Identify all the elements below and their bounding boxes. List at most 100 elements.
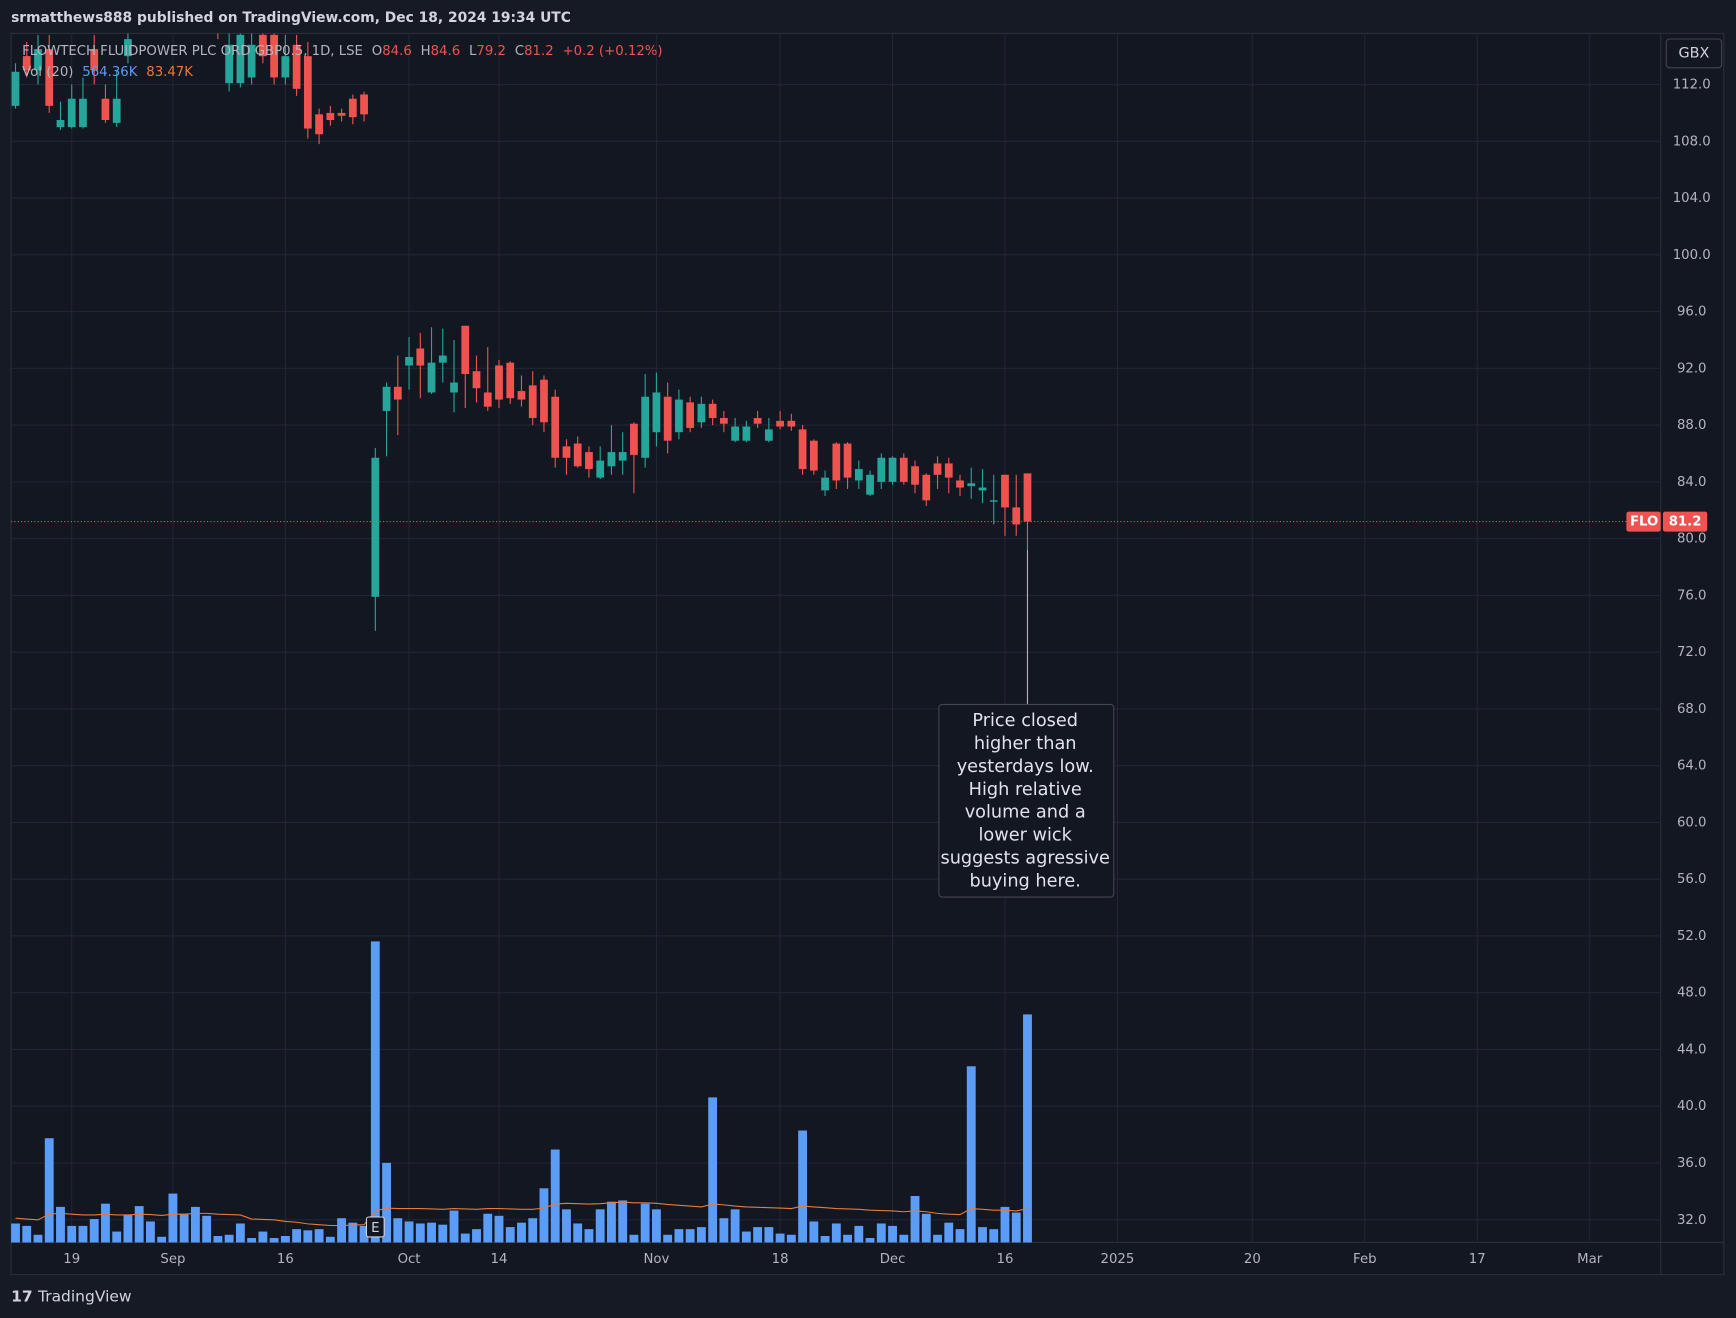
volume-bar	[978, 1227, 987, 1243]
candle-body	[247, 44, 256, 78]
volume-bar	[786, 1234, 796, 1243]
x-tick-label: 18	[772, 1252, 789, 1267]
volume-bar	[764, 1227, 774, 1243]
volume-bar	[460, 1233, 470, 1243]
candle-body	[495, 365, 503, 400]
volume-bar	[966, 1066, 976, 1243]
earnings-marker: E	[371, 1221, 379, 1236]
price-label: 81.2	[1669, 515, 1702, 530]
candle-body	[956, 480, 964, 488]
candle-body	[809, 440, 818, 471]
y-tick-label: 76.0	[1677, 588, 1707, 603]
volume-bar	[989, 1229, 999, 1243]
volume-bar	[775, 1233, 785, 1243]
candle-body	[663, 396, 672, 441]
x-tick-label: 20	[1244, 1252, 1261, 1267]
candle-body	[236, 34, 245, 84]
candle-body	[989, 500, 998, 502]
candle-body	[348, 98, 357, 118]
grid	[11, 33, 1661, 1243]
candle-body	[551, 396, 560, 458]
volume-name: Vol (20)	[22, 65, 73, 80]
candle-body	[517, 391, 526, 400]
candle-body	[101, 98, 110, 121]
currency-box[interactable]	[1665, 38, 1723, 69]
candle-body	[911, 466, 919, 485]
volume-bar	[1011, 1212, 1021, 1243]
volume-bar	[337, 1218, 347, 1243]
symbol-badge	[1626, 511, 1661, 532]
x-tick-label: Feb	[1353, 1252, 1377, 1267]
candle-body	[528, 385, 537, 419]
annotation: Price closed higher than yesterdays low. Hi…	[938, 549, 1115, 898]
volume-bar	[56, 1206, 65, 1243]
candle-body	[483, 392, 492, 407]
candle-body	[596, 460, 605, 478]
symbol-label: FLO	[1630, 515, 1658, 530]
volume-bar	[44, 1138, 54, 1243]
candles	[11, 33, 1661, 631]
legend-high: 84.6	[431, 44, 461, 59]
candle-body	[922, 474, 931, 501]
volume-bar	[933, 1234, 942, 1243]
candle-body	[787, 420, 796, 427]
currency[interactable]: GBX	[1678, 45, 1709, 61]
y-tick-label: 84.0	[1677, 475, 1707, 490]
volume-legend: Vol (20) 564.36K 83.47K	[22, 65, 193, 80]
volume-bar	[899, 1234, 909, 1243]
candle-body	[405, 356, 413, 366]
volume-bar	[33, 1234, 43, 1243]
volume-bar	[303, 1230, 313, 1243]
candle-body	[315, 114, 323, 135]
volume-bar	[146, 1221, 155, 1243]
annotation-line: yesterdays low.	[957, 757, 1094, 777]
volume-bar	[202, 1215, 212, 1243]
volume-bar	[629, 1234, 639, 1243]
y-tick-label: 48.0	[1677, 986, 1707, 1001]
volume-bar	[415, 1223, 425, 1243]
volume-bar	[505, 1227, 515, 1243]
volume-bar	[562, 1209, 571, 1243]
volume-bar	[651, 1209, 661, 1243]
volume-bar	[595, 1209, 605, 1243]
candle-body	[34, 49, 42, 71]
candle-body	[472, 371, 481, 389]
candle-body	[652, 392, 661, 433]
x-tick-label: Oct	[398, 1252, 421, 1267]
y-tick-label: 80.0	[1677, 532, 1707, 547]
volume-bar	[584, 1229, 594, 1243]
annotation-line: suggests agressive	[940, 849, 1109, 869]
volume-bar	[741, 1231, 751, 1243]
volume-bar	[224, 1234, 234, 1243]
candle-body	[708, 403, 717, 419]
annotation-line: High relative	[969, 780, 1082, 800]
candle-body	[618, 452, 627, 461]
volume-bar	[753, 1227, 763, 1243]
volume-bar	[719, 1218, 729, 1243]
volume-bar	[472, 1229, 481, 1243]
logo-mark: 17	[11, 1287, 38, 1305]
volume-bar	[820, 1235, 830, 1243]
candle-body	[753, 418, 762, 424]
x-tick-label: Dec	[880, 1252, 906, 1267]
volume-bar	[955, 1229, 965, 1243]
legend-line: FLOWTECH FLUIDPOWER PLC ORD GBP0.5, 1D, …	[22, 44, 662, 59]
y-tick-label: 60.0	[1677, 815, 1707, 830]
candle-body	[225, 44, 234, 84]
candle-body	[641, 396, 650, 458]
y-tick-label: 44.0	[1677, 1042, 1707, 1057]
volume-bar	[809, 1221, 819, 1243]
legend-c: C	[515, 44, 524, 59]
volume-bar	[494, 1215, 504, 1243]
x-tick-label: Nov	[643, 1252, 669, 1267]
volume-bar	[348, 1222, 358, 1243]
volume-bar	[269, 1238, 279, 1243]
volume-bar	[157, 1236, 167, 1243]
candle-body	[697, 403, 706, 423]
volume-bar	[292, 1229, 302, 1243]
y-tick-label: 112.0	[1673, 78, 1711, 93]
y-tick-label: 108.0	[1673, 134, 1711, 149]
volume-bar	[370, 941, 380, 1243]
x-tick-label: 17	[1469, 1252, 1486, 1267]
legend-low: 79.2	[476, 44, 506, 59]
